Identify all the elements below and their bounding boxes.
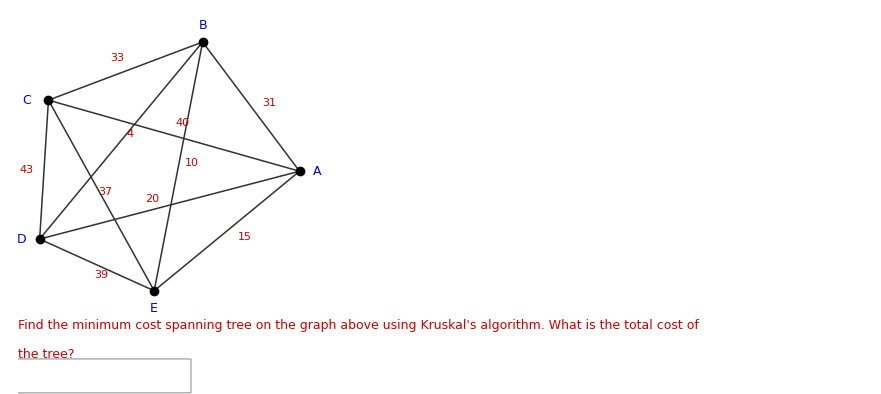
Text: 39: 39 [94,269,108,280]
Text: C: C [22,94,31,107]
Text: 40: 40 [175,118,190,128]
Text: E: E [151,302,158,315]
FancyBboxPatch shape [13,359,191,393]
Text: 20: 20 [144,194,159,204]
Text: A: A [313,165,322,178]
Text: 4: 4 [126,129,134,139]
Text: 10: 10 [185,158,198,168]
Text: B: B [198,19,207,32]
Text: 31: 31 [262,98,276,108]
Text: Find the minimum cost spanning tree on the graph above using Kruskal's algorithm: Find the minimum cost spanning tree on t… [18,319,699,332]
Text: 15: 15 [238,232,251,242]
Text: 33: 33 [110,53,123,63]
Text: 37: 37 [99,187,113,197]
Text: the tree?: the tree? [18,348,74,361]
Text: D: D [18,232,26,245]
Text: 43: 43 [19,165,33,175]
